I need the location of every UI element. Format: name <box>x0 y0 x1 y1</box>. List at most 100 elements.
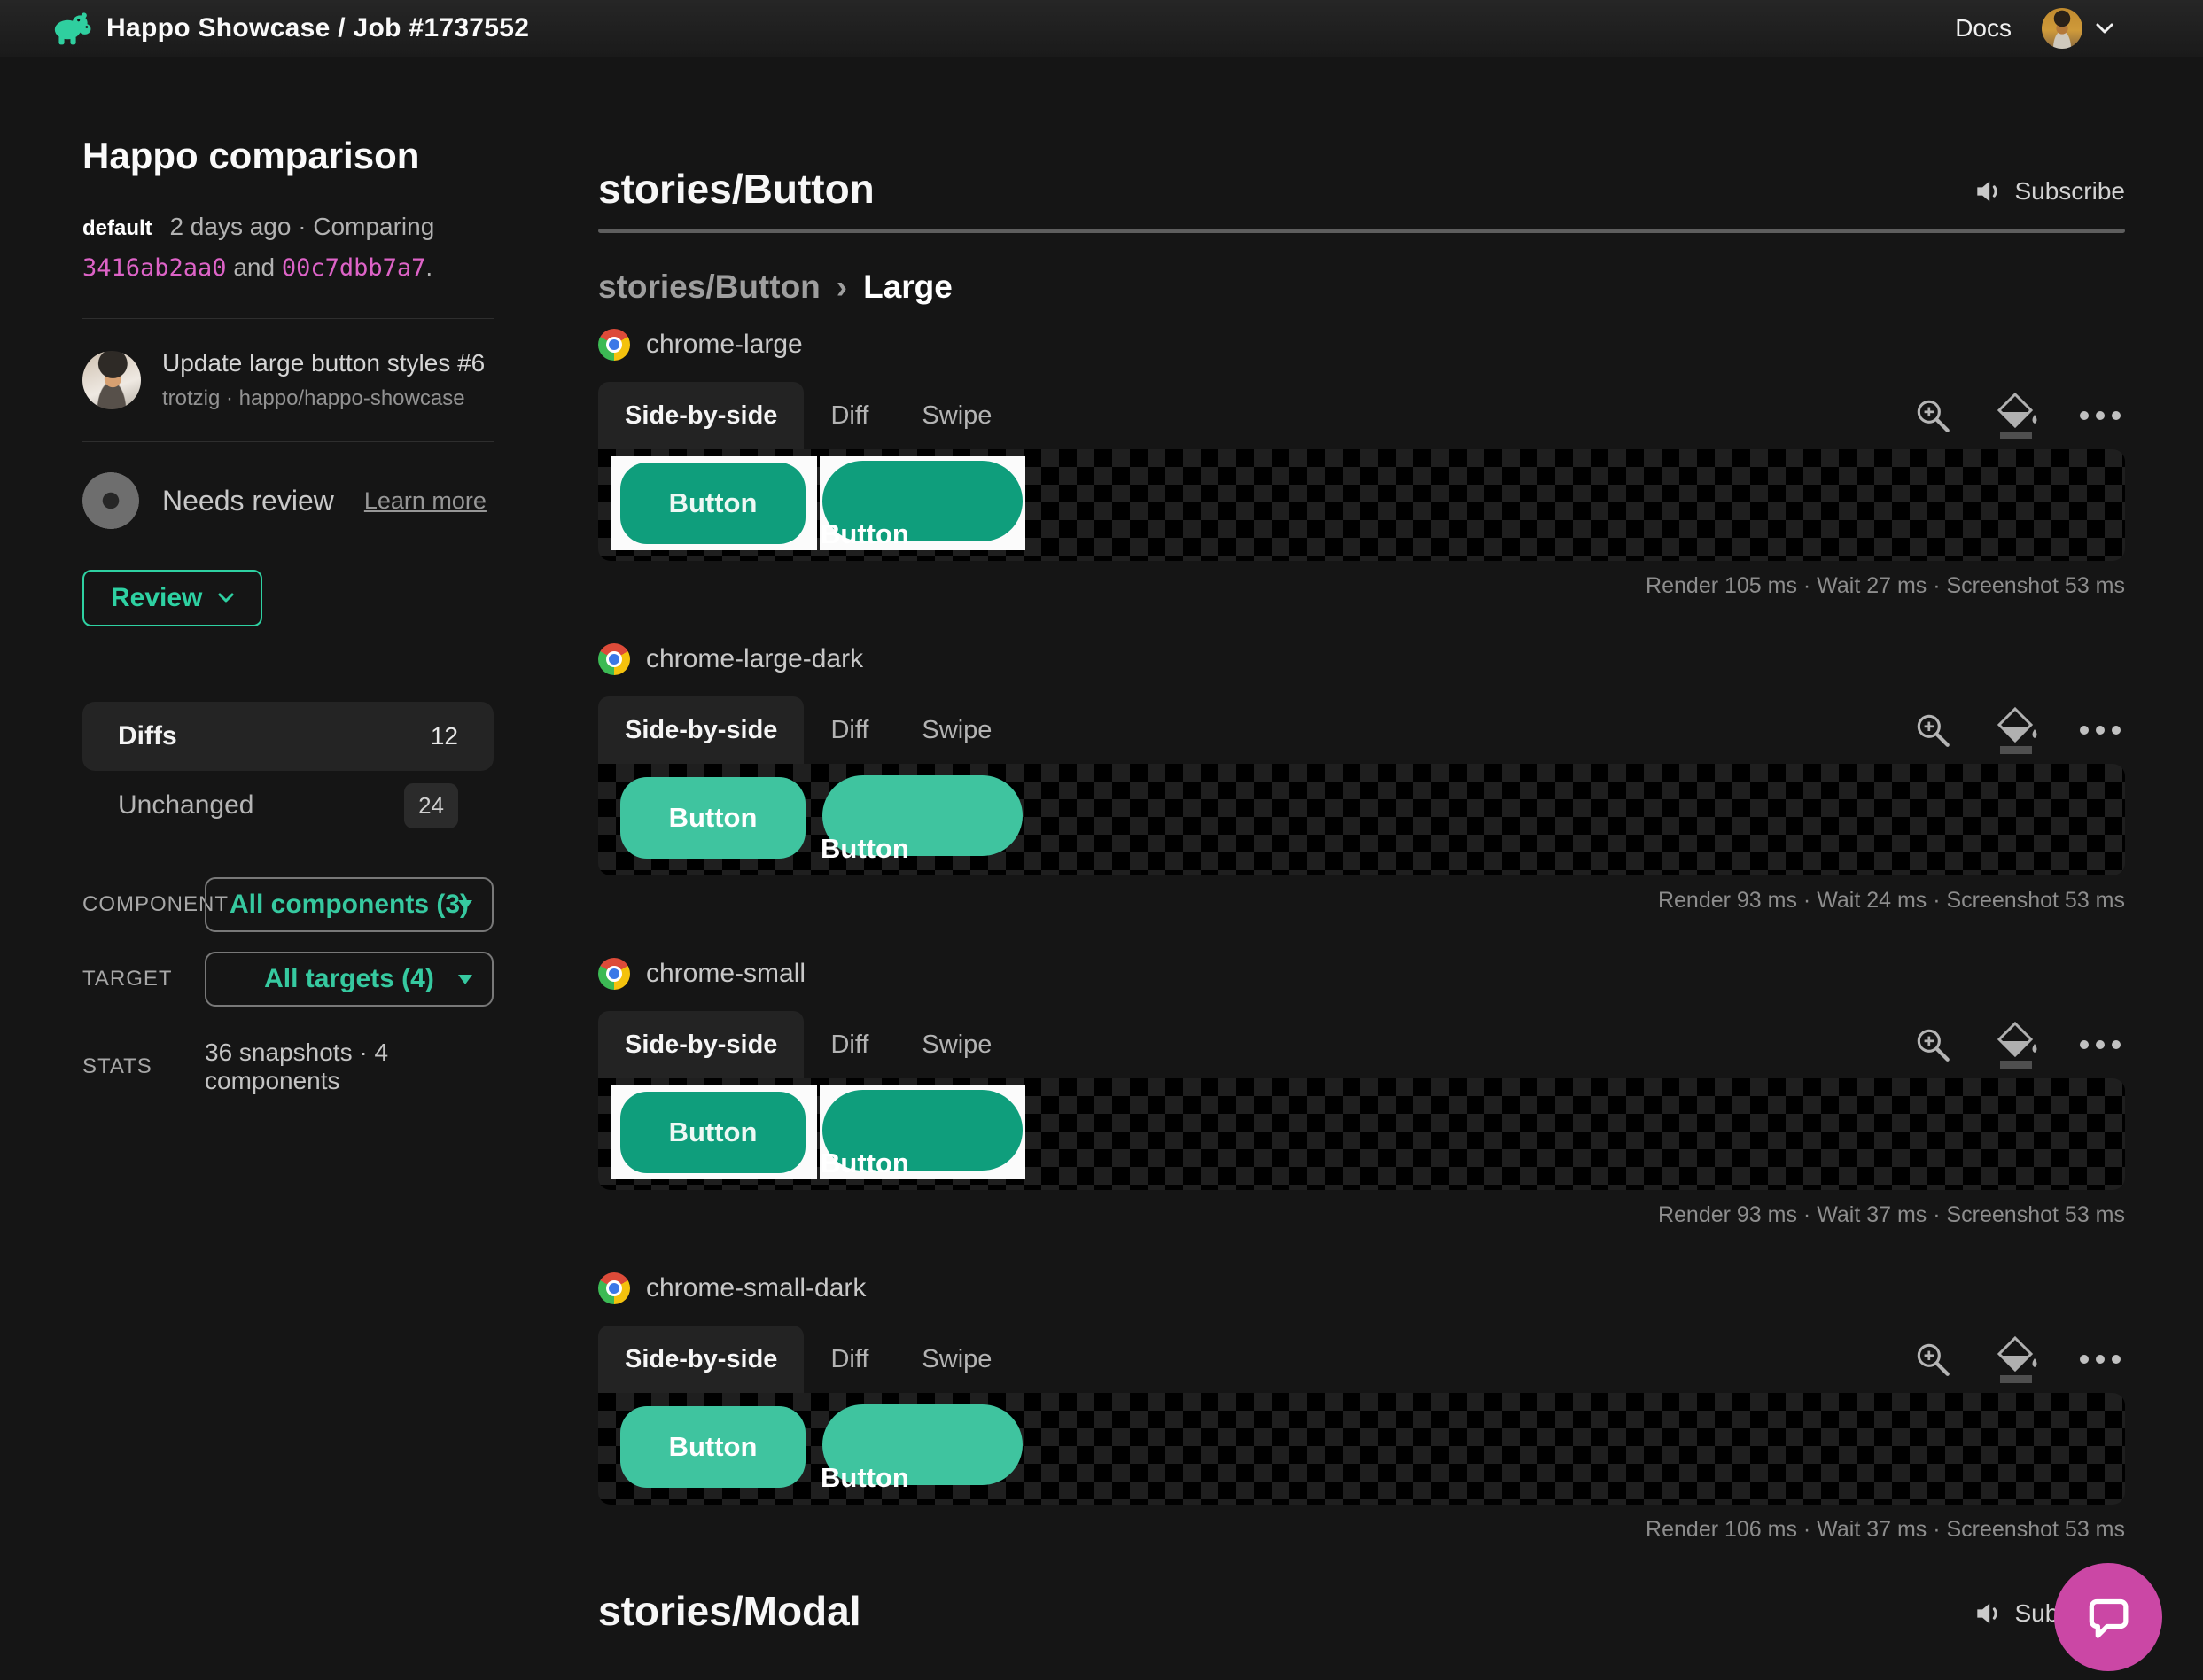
chevron-down-icon <box>2096 23 2113 34</box>
chrome-browser-icon <box>598 643 630 675</box>
more-options-icon[interactable] <box>2079 410 2121 421</box>
tab-diff[interactable]: Diff <box>830 1344 869 1373</box>
nav-item-diffs[interactable]: Diffs 12 <box>82 702 494 771</box>
snapshot-after[interactable]: Button <box>820 456 1025 550</box>
zoom-in-icon[interactable] <box>1912 1339 1953 1380</box>
review-button-label: Review <box>111 583 203 612</box>
comparison-section: chrome-large Side-by-side Diff Swipe <box>598 329 2125 599</box>
brand[interactable]: Happo Showcase / Job #1737552 <box>51 9 529 48</box>
nav-label: Unchanged <box>118 790 254 820</box>
snapshot-strip: Button Button <box>598 449 2125 561</box>
nav-label: Diffs <box>118 721 177 751</box>
target-filter-label: TARGET <box>82 967 173 991</box>
snapshot-strip: Button Button <box>598 764 2125 875</box>
timing-stats: Render 105 ms · Wait 27 ms · Screenshot … <box>1646 573 2125 598</box>
sha-after[interactable]: 00c7dbb7a7 <box>281 254 426 282</box>
next-component-heading: stories/Modal <box>598 1588 861 1634</box>
sha-before[interactable]: 3416ab2aa0 <box>82 254 227 282</box>
snapshot-strip: Button Button <box>598 1393 2125 1505</box>
target-filter-value: All targets (4) <box>264 964 434 993</box>
pr-meta: trotzig · happo/happo-showcase <box>162 386 465 410</box>
more-options-icon[interactable] <box>2079 725 2121 735</box>
target-name: chrome-large <box>646 330 803 359</box>
component-heading: stories/Button <box>598 166 875 212</box>
sidebar: Happo comparison default 2 days ago · Co… <box>0 57 598 1680</box>
target-name: chrome-large-dark <box>646 644 864 673</box>
snapshot-button-label: Button <box>821 833 909 864</box>
tab-side-by-side[interactable]: Side-by-side <box>598 1326 805 1393</box>
nav-item-unchanged[interactable]: Unchanged 24 <box>82 771 494 840</box>
pull-request-card[interactable]: Update large button styles #6 trotzig · … <box>82 349 494 411</box>
timing-stats: Render 106 ms · Wait 37 ms · Screenshot … <box>1646 1517 2125 1542</box>
tab-side-by-side[interactable]: Side-by-side <box>598 382 805 449</box>
happo-hippo-logo-icon <box>51 9 92 48</box>
tab-side-by-side[interactable]: Side-by-side <box>598 1011 805 1078</box>
user-menu[interactable] <box>2042 8 2114 49</box>
tab-swipe[interactable]: Swipe <box>922 1344 993 1373</box>
tab-diff[interactable]: Diff <box>830 1030 869 1059</box>
snapshot-button-label: Button <box>821 1147 909 1178</box>
snapshot-before[interactable]: Button <box>611 456 817 550</box>
fill-background-icon[interactable] <box>1994 391 2038 440</box>
snapshot-button-label: Button <box>668 1431 758 1462</box>
more-options-icon[interactable] <box>2079 1354 2121 1365</box>
subscribe-button[interactable]: Subscribe <box>1975 177 2125 206</box>
component-filter-select[interactable]: All components (3) <box>205 877 494 932</box>
view-tabs: Side-by-side Diff Swipe <box>598 696 2125 764</box>
comparison-section: chrome-large-dark Side-by-side Diff Swip… <box>598 643 2125 914</box>
snapshot-after[interactable]: Button <box>820 771 1025 865</box>
tab-diff[interactable]: Diff <box>830 715 869 744</box>
period: . <box>425 253 433 281</box>
more-options-icon[interactable] <box>2079 1039 2121 1050</box>
view-tabs: Side-by-side Diff Swipe <box>598 1326 2125 1393</box>
topbar: Happo Showcase / Job #1737552 Docs <box>0 0 2203 57</box>
speaker-icon <box>1977 181 1997 202</box>
target-name: chrome-small <box>646 959 806 988</box>
nav-count-badge: 24 <box>404 782 458 828</box>
snapshot-before[interactable]: Button <box>611 1085 817 1179</box>
snapshot-after[interactable]: Button <box>820 1085 1025 1179</box>
timing-stats: Render 93 ms · Wait 24 ms · Screenshot 5… <box>1657 888 2125 913</box>
status-label: Needs review <box>162 484 334 517</box>
comparison-section: chrome-small Side-by-side Diff Swipe <box>598 958 2125 1228</box>
results-nav: Diffs 12 Unchanged 24 <box>82 702 494 840</box>
caret-down-icon <box>458 900 472 910</box>
divider <box>82 318 494 319</box>
review-button[interactable]: Review <box>82 570 263 626</box>
zoom-in-icon[interactable] <box>1912 395 1953 436</box>
stats-row: STATS 36 snapshots · 4 components <box>82 1038 494 1095</box>
comparison-title: Happo comparison <box>82 135 420 176</box>
zoom-in-icon[interactable] <box>1912 1024 1953 1065</box>
fill-background-icon[interactable] <box>1994 705 2038 755</box>
tab-swipe[interactable]: Swipe <box>922 1030 993 1059</box>
tab-diff[interactable]: Diff <box>830 401 869 430</box>
learn-more-link[interactable]: Learn more <box>363 486 487 514</box>
user-avatar <box>2042 8 2082 49</box>
docs-link[interactable]: Docs <box>1955 14 2012 42</box>
timing-stats: Render 93 ms · Wait 37 ms · Screenshot 5… <box>1657 1202 2125 1227</box>
breadcrumb-current: Large <box>863 268 953 305</box>
snapshot-button-label: Button <box>821 518 909 549</box>
breadcrumb-parent[interactable]: stories/Button <box>598 268 821 305</box>
target-filter-select[interactable]: All targets (4) <box>205 952 494 1007</box>
filters: COMPONENT All components (3) TARGET All … <box>82 877 494 1007</box>
component-filter-value: All components (3) <box>229 890 469 919</box>
snapshot-button-label: Button <box>821 1462 909 1493</box>
chat-widget-button[interactable] <box>2054 1563 2162 1671</box>
chrome-browser-icon <box>598 329 630 361</box>
view-tabs: Side-by-side Diff Swipe <box>598 1011 2125 1078</box>
default-badge: default <box>82 216 152 240</box>
snapshot-before[interactable]: Button <box>611 1400 817 1494</box>
nav-count: 12 <box>430 722 458 750</box>
fill-background-icon[interactable] <box>1994 1334 2038 1384</box>
snapshot-after[interactable]: Button <box>820 1400 1025 1494</box>
tab-swipe[interactable]: Swipe <box>922 401 993 430</box>
target-name: chrome-small-dark <box>646 1273 867 1303</box>
zoom-in-icon[interactable] <box>1912 710 1953 751</box>
tab-side-by-side[interactable]: Side-by-side <box>598 696 805 764</box>
fill-background-icon[interactable] <box>1994 1020 2038 1069</box>
comparison-meta: default 2 days ago · Comparing 3416ab2aa… <box>82 207 494 288</box>
snapshot-before[interactable]: Button <box>611 771 817 865</box>
comparison-section: chrome-small-dark Side-by-side Diff Swip… <box>598 1272 2125 1543</box>
tab-swipe[interactable]: Swipe <box>922 715 993 744</box>
